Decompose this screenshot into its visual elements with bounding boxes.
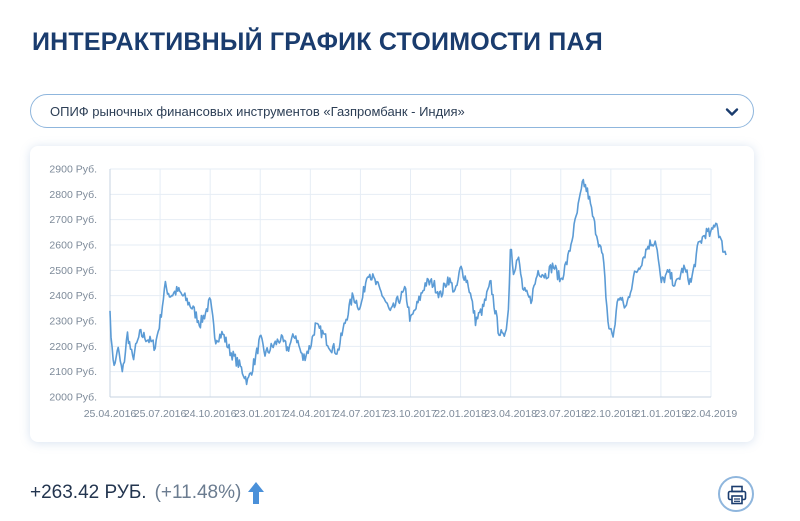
- price-chart[interactable]: 2000 Руб. 2100 Руб. 2200 Руб. 2300 Руб. 2400…: [30, 146, 754, 442]
- series-line: [109, 178, 727, 386]
- y-tick-label: 2200 Руб.: [49, 341, 97, 353]
- fund-select-value: ОПИФ рыночных финансовых инструментов «Г…: [50, 104, 465, 119]
- price-change-percent: (+11.48%): [154, 482, 242, 503]
- chevron-down-icon: [725, 108, 739, 116]
- x-tick-label: 24.10.2016: [184, 408, 237, 420]
- x-tick-label: 21.01.2019: [635, 408, 688, 420]
- fund-select-dropdown[interactable]: ОПИФ рыночных финансовых инструментов «Г…: [30, 94, 754, 128]
- x-tick-label: 24.07.2017: [334, 408, 387, 420]
- y-tick-label: 2400 Руб.: [49, 290, 97, 302]
- printer-icon: [727, 485, 747, 505]
- y-tick-label: 2000 Руб.: [49, 392, 97, 404]
- x-tick-label: 22.04.2019: [685, 408, 738, 420]
- x-tick-label: 22.10.2018: [585, 408, 638, 420]
- y-tick-label: 2500 Руб.: [49, 265, 97, 277]
- x-tick-label: 24.04.2017: [284, 408, 337, 420]
- x-tick-label: 23.01.2017: [234, 408, 287, 420]
- y-tick-label: 2600 Руб.: [49, 240, 97, 252]
- chart-card: 2000 Руб. 2100 Руб. 2200 Руб. 2300 Руб. 2400…: [30, 146, 754, 442]
- x-tick-label: 23.07.2018: [534, 408, 587, 420]
- x-tick-label: 22.01.2018: [434, 408, 487, 420]
- page-title: ИНТЕРАКТИВНЫЙ ГРАФИК СТОИМОСТИ ПАЯ: [32, 28, 603, 56]
- x-tick-label: 23.10.2017: [384, 408, 437, 420]
- print-button[interactable]: [718, 476, 754, 512]
- y-tick-label: 2900 Руб.: [49, 164, 97, 176]
- y-tick-label: 2800 Руб.: [49, 189, 97, 201]
- x-tick-label: 23.04.2018: [484, 408, 537, 420]
- y-tick-label: 2300 Руб.: [49, 316, 97, 328]
- x-tick-label: 25.04.2016: [84, 408, 137, 420]
- x-tick-label: 25.07.2016: [134, 408, 187, 420]
- price-change-summary: +263.42 РУБ. (+11.48%): [30, 481, 265, 505]
- y-tick-label: 2700 Руб.: [49, 214, 97, 226]
- price-change-value: +263.42 РУБ.: [30, 482, 147, 503]
- y-tick-label: 2100 Руб.: [49, 366, 97, 378]
- arrow-up-icon: [248, 482, 265, 504]
